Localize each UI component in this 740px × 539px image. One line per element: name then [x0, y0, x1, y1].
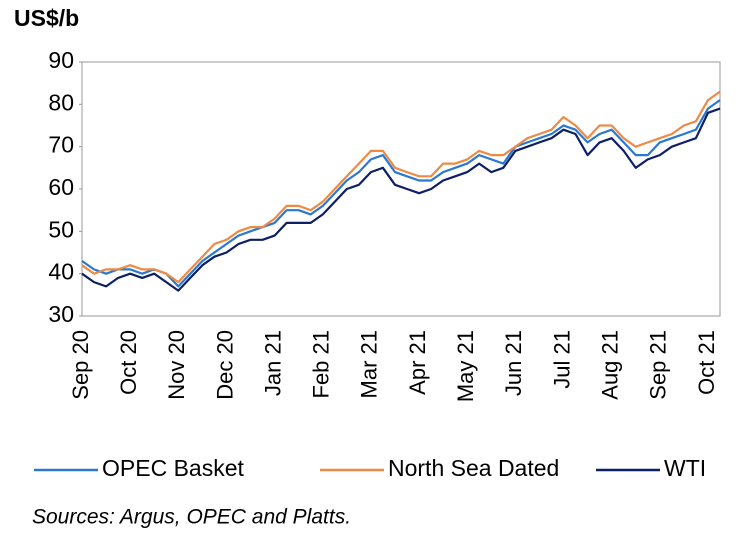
- y-tick-label: 60: [48, 174, 74, 200]
- x-tick-label: May 21: [453, 330, 478, 402]
- y-tick-label: 40: [48, 259, 74, 285]
- x-tick-label: Feb 21: [309, 330, 334, 399]
- chart-title: US$/b: [14, 5, 79, 31]
- plot-frame: [81, 61, 721, 317]
- x-tick-label: Jan 21: [260, 330, 285, 396]
- y-tick-label: 80: [48, 89, 74, 115]
- legend-label: OPEC Basket: [102, 455, 244, 481]
- x-tick-label: Aug 21: [597, 330, 622, 400]
- series-line: [81, 107, 721, 292]
- series-line: [81, 90, 721, 284]
- y-tick-label: 30: [48, 301, 74, 327]
- y-tick-label: 50: [48, 216, 74, 242]
- source-note: Sources: Argus, OPEC and Platts.: [32, 506, 351, 529]
- x-tick-label: Jul 21: [549, 330, 574, 389]
- legend-label: WTI: [664, 455, 706, 481]
- legend-label: North Sea Dated: [388, 455, 559, 481]
- series-line: [81, 99, 721, 288]
- y-tick-label: 90: [48, 47, 74, 73]
- x-tick-label: Sep 21: [646, 330, 671, 400]
- x-tick-label: Sep 20: [68, 330, 93, 400]
- x-tick-label: Dec 20: [212, 330, 237, 400]
- x-tick-label: Mar 21: [357, 330, 382, 398]
- x-tick-label: Apr 21: [405, 330, 430, 395]
- x-tick-label: Oct 20: [116, 330, 141, 395]
- x-tick-label: Jun 21: [501, 330, 526, 396]
- y-tick-label: 70: [48, 132, 74, 158]
- x-tick-label: Nov 20: [164, 330, 189, 400]
- x-tick-label: Oct 21: [694, 330, 719, 395]
